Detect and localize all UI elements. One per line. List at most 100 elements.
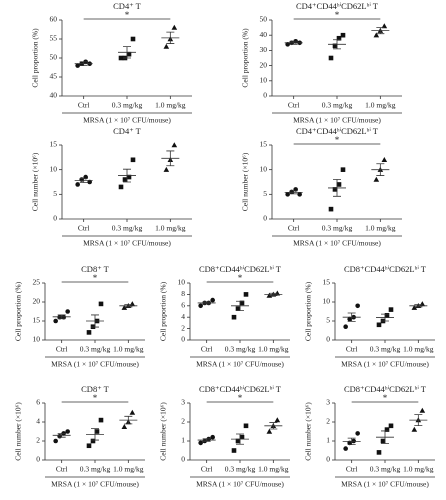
x-tick-label: Ctrl — [78, 224, 90, 233]
data-point — [243, 423, 249, 429]
y-tick-label: 2 — [181, 323, 185, 332]
data-point — [243, 292, 249, 297]
x-tick-label: Ctrl — [201, 345, 213, 354]
y-tick-label: 3 — [326, 398, 330, 407]
data-point — [118, 184, 124, 190]
y-tick-label: 15 — [33, 316, 41, 325]
error-bar — [79, 61, 88, 66]
data-point — [336, 35, 342, 41]
data-point — [381, 23, 388, 29]
y-tick-label: 10 — [178, 278, 186, 287]
error-bar — [57, 433, 66, 438]
significance-label: * — [93, 273, 98, 283]
x-tick-label: 1.0 mg/kg — [113, 345, 144, 354]
error-bar — [79, 178, 88, 183]
data-point — [75, 182, 80, 187]
data-point — [332, 187, 338, 192]
x-tick-label: Ctrl — [56, 345, 68, 354]
y-tick-label: 4 — [181, 312, 185, 321]
y-axis-label: Cell proportion (%) — [241, 28, 250, 88]
data-point — [384, 427, 390, 432]
data-point — [129, 409, 136, 415]
y-axis-label: Cell proportion (%) — [304, 281, 313, 341]
y-tick-label: 6 — [181, 301, 185, 310]
x-tick-label: Ctrl — [346, 345, 358, 354]
x-axis-label: MRSA (1 × 10⁷ CFU/mouse) — [83, 116, 171, 125]
y-tick-label: 15 — [50, 140, 58, 149]
data-point — [129, 301, 136, 307]
y-tick-label: 25 — [33, 278, 41, 287]
data-point — [130, 36, 136, 42]
data-point — [235, 438, 241, 444]
data-point — [376, 322, 382, 328]
error-bar — [236, 300, 244, 311]
error-bar — [202, 301, 211, 305]
data-point — [343, 324, 348, 330]
y-tick-label: 10 — [50, 164, 58, 173]
data-point — [373, 32, 380, 38]
data-point — [285, 192, 290, 197]
data-point — [86, 443, 92, 449]
error-bar — [269, 422, 278, 430]
error-bar — [414, 304, 423, 308]
y-tick-label: 6 — [36, 398, 40, 407]
x-tick-label: 0.3 mg/kg — [80, 465, 111, 474]
data-point — [266, 428, 273, 434]
significance-label: * — [125, 10, 130, 20]
error-bar — [124, 304, 133, 308]
data-point — [381, 157, 388, 162]
x-tick-label: 1.0 mg/kg — [365, 101, 396, 110]
x-tick-label: 0.3 mg/kg — [80, 345, 111, 354]
data-point — [65, 429, 70, 434]
error-bar — [333, 39, 341, 50]
error-bar — [376, 163, 385, 176]
data-point — [210, 434, 215, 440]
y-tick-label: 10 — [323, 297, 331, 306]
x-axis-label: MRSA (1 × 10⁷ CFU/mouse) — [51, 360, 139, 369]
error-bar — [91, 428, 99, 441]
data-point — [355, 431, 360, 436]
panel-title: CD8⁺CD44ʰⁱCD62Lʰⁱ T — [344, 384, 427, 394]
error-bar — [166, 150, 175, 167]
error-bar — [269, 292, 278, 296]
data-point — [121, 423, 128, 429]
data-point — [65, 309, 70, 314]
data-point — [343, 446, 348, 451]
data-point — [171, 24, 178, 30]
data-point — [347, 316, 352, 322]
data-point — [411, 426, 418, 432]
data-point — [373, 176, 380, 182]
y-tick-label: 55 — [50, 34, 58, 43]
data-point — [239, 300, 245, 306]
y-tick-label: 60 — [50, 15, 58, 24]
panel-title: CD4⁺CD44ʰⁱCD62Lʰⁱ T — [296, 1, 379, 11]
x-tick-label: Ctrl — [288, 101, 300, 110]
data-point — [328, 206, 334, 212]
y-tick-label: 40 — [50, 91, 58, 100]
error-bar — [347, 312, 356, 322]
y-tick-label: 10 — [260, 164, 268, 173]
error-bar — [289, 40, 298, 45]
error-bar — [289, 190, 298, 195]
y-axis-label: Cell proportion (%) — [159, 281, 168, 341]
y-tick-label: 50 — [260, 15, 268, 24]
significance-label: * — [238, 273, 243, 283]
y-axis-label: Cell number (×10⁶) — [159, 402, 168, 461]
y-axis-label: Cell number (×10⁶) — [304, 402, 313, 461]
data-point — [419, 301, 426, 307]
data-point — [94, 429, 100, 434]
y-tick-label: 0 — [53, 214, 57, 223]
data-point — [297, 192, 302, 197]
error-bar — [347, 437, 356, 446]
data-point — [163, 43, 170, 49]
data-point — [130, 157, 136, 163]
data-point — [53, 438, 58, 444]
x-tick-label: 1.0 mg/kg — [403, 345, 434, 354]
significance-label: * — [238, 393, 243, 403]
panel-title: CD4⁺ T — [113, 126, 142, 136]
significance-label: * — [383, 393, 388, 403]
x-tick-label: 0.3 mg/kg — [112, 224, 143, 233]
data-point — [388, 423, 394, 429]
x-tick-label: 1.0 mg/kg — [258, 345, 289, 354]
